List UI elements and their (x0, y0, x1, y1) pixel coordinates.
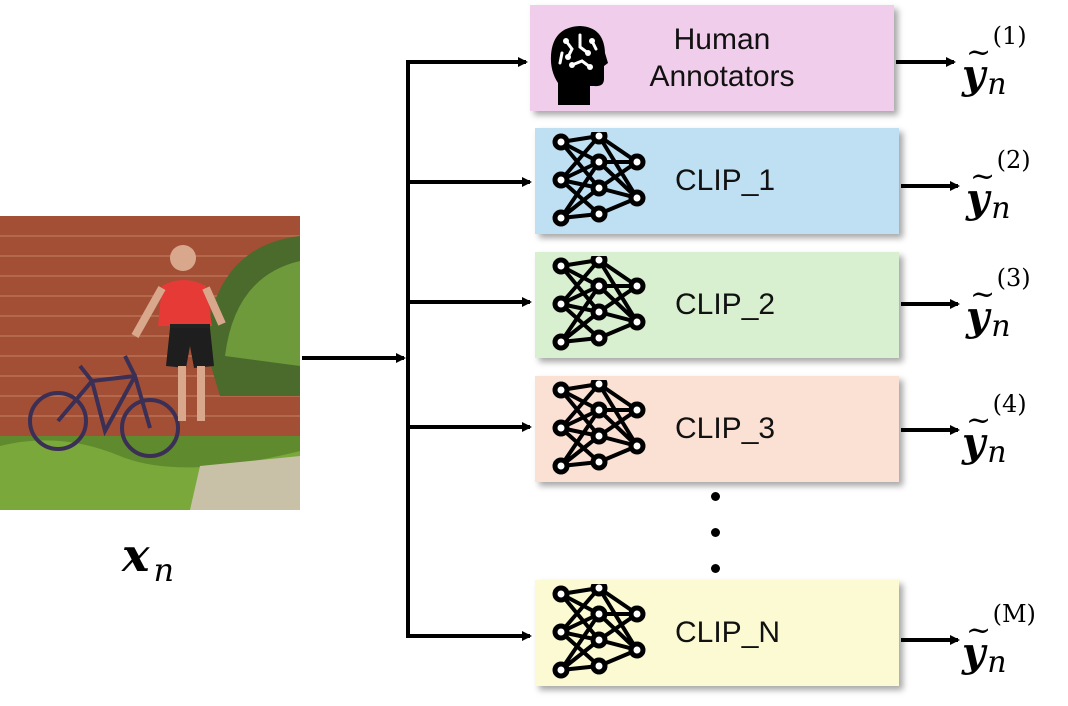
clip-1-label: CLIP_1 (675, 164, 776, 197)
neural-network-icon (549, 584, 649, 685)
human-annotators-box: Human Annotators (530, 5, 894, 111)
input-photo (0, 216, 300, 510)
neural-network-icon (549, 380, 649, 481)
output-label-2: yn(2) (966, 146, 1045, 229)
neural-network-icon (549, 256, 649, 357)
output-label-5: yn(M) (962, 600, 1050, 683)
clip-box-1: CLIP_1 (535, 128, 899, 234)
clip-box-n: CLIP_N (535, 580, 899, 686)
neural-network-icon (549, 132, 649, 233)
output-label-3: yn(3) (966, 264, 1045, 347)
clip-2-label: CLIP_2 (675, 288, 776, 321)
ellipsis-dot (711, 564, 720, 573)
clip-3-label: CLIP_3 (675, 412, 776, 445)
ellipsis-dot (711, 528, 720, 537)
human-annotators-label: Human Annotators (649, 23, 795, 93)
brain-head-icon (548, 23, 608, 112)
clip-box-3: CLIP_3 (535, 376, 899, 482)
clip-box-2: CLIP_2 (535, 252, 899, 358)
ellipsis-dot (711, 492, 720, 501)
output-label-1: yn(1) (962, 22, 1041, 105)
output-label-4: yn(4) (962, 390, 1041, 473)
clip-n-label: CLIP_N (675, 616, 781, 649)
